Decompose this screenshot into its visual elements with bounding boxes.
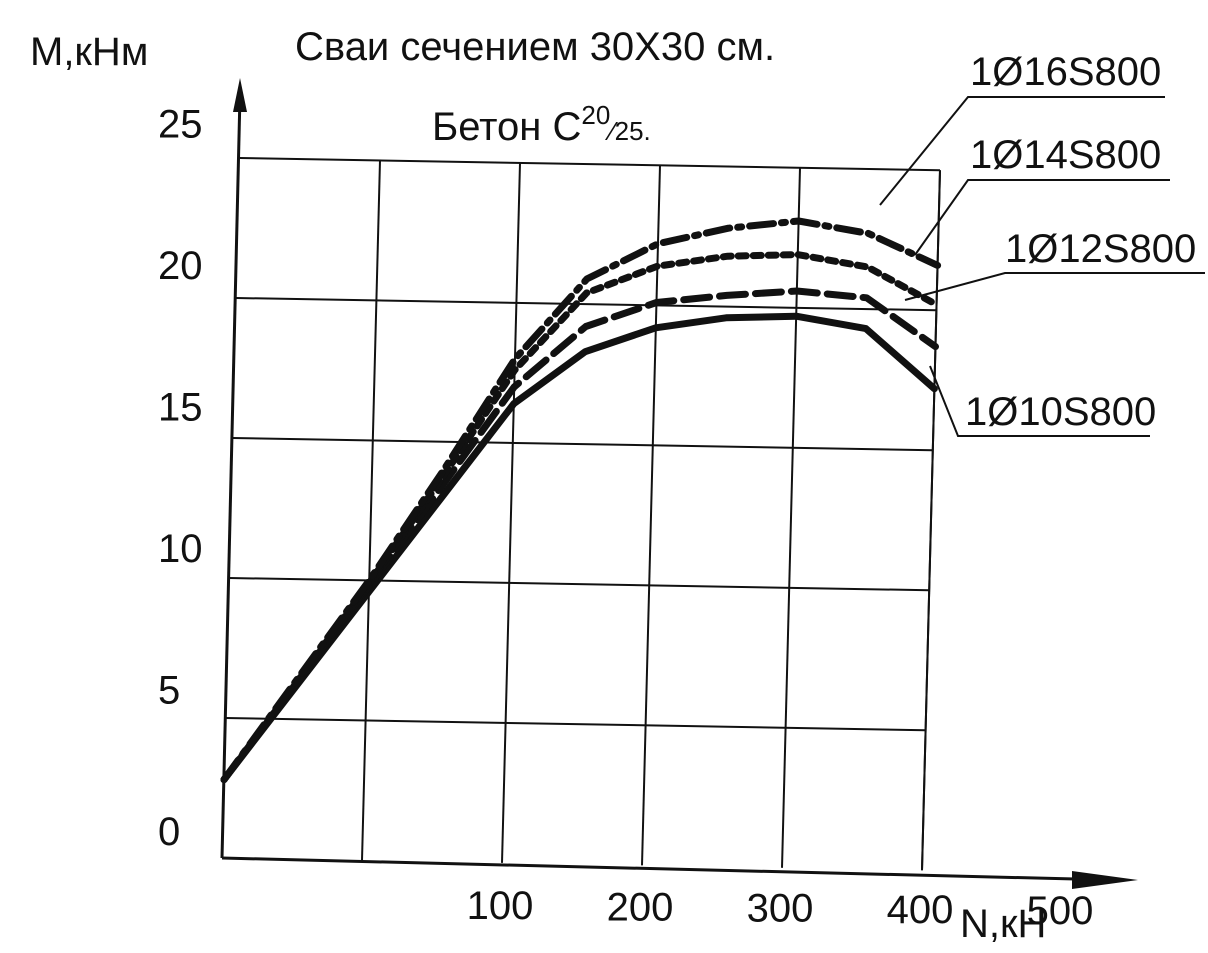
legend-leader-3 — [914, 179, 1170, 256]
legend-label-2: 1Ø12S800 — [1005, 227, 1196, 271]
grid-border-right — [921, 170, 941, 871]
y-tick-label-25: 25 — [158, 103, 203, 147]
legend-label-1: 1Ø10S800 — [965, 390, 1156, 434]
legend-leader-1 — [929, 365, 1150, 437]
legend-label-4: 1Ø16S800 — [970, 50, 1161, 94]
grid-lines — [225, 157, 941, 871]
x-tick-label-500: 500 — [1027, 889, 1094, 933]
x-tick-label-100: 100 — [467, 884, 534, 928]
grid-line-y-20 — [236, 297, 937, 312]
tick-labels: 0 5 10 15 20 25 100 200 300 400 500 — [158, 103, 1093, 934]
grid-line-y-5 — [225, 717, 926, 732]
series-line-4 — [220, 217, 942, 784]
y-axis-label: М,кНм — [30, 30, 148, 74]
axes — [220, 78, 1138, 889]
y-tick-label-5: 5 — [158, 669, 180, 713]
chart-subtitle: Бетон С20⁄25. — [432, 100, 651, 149]
subtitle-base: Бетон С — [432, 105, 581, 149]
series-line-1 — [220, 312, 938, 784]
x-axis-arrow — [1072, 871, 1138, 889]
grid-line-x-300 — [641, 165, 661, 866]
x-tick-label-300: 300 — [747, 887, 814, 931]
grid-line-y-15 — [232, 437, 933, 452]
legend: 1Ø10S800 1Ø12S800 1Ø14S800 1Ø16S800 — [965, 50, 1196, 434]
legend-leader-4 — [879, 96, 1165, 206]
y-axis-arrow — [233, 78, 247, 112]
x-tick-label-200: 200 — [607, 885, 674, 929]
y-axis-line — [220, 94, 242, 859]
y-tick-label-20: 20 — [158, 244, 203, 288]
x-axis-label: N,кН — [960, 902, 1046, 946]
legend-leader-2 — [904, 272, 1205, 301]
legend-leaders — [879, 96, 1205, 437]
subtitle-superscript: 20 — [581, 100, 610, 130]
y-tick-label-0: 0 — [158, 810, 180, 854]
x-axis-line — [221, 856, 1116, 882]
grid-line-x-200 — [501, 162, 521, 863]
y-tick-label-10: 10 — [158, 527, 203, 571]
subtitle-subscript: ⁄25. — [604, 116, 651, 146]
grid-line-y-10 — [229, 577, 930, 592]
chart-title: Сваи сечением 30Х30 см. — [295, 25, 775, 69]
series-line-2 — [220, 287, 939, 784]
x-tick-label-400: 400 — [887, 888, 954, 932]
legend-label-3: 1Ø14S800 — [970, 133, 1161, 177]
y-tick-label-15: 15 — [158, 386, 203, 430]
grid-line-x-400 — [781, 167, 801, 868]
grid-line-y-25 — [239, 157, 941, 172]
grid-line-x-100 — [361, 160, 381, 861]
series-group — [220, 217, 942, 784]
